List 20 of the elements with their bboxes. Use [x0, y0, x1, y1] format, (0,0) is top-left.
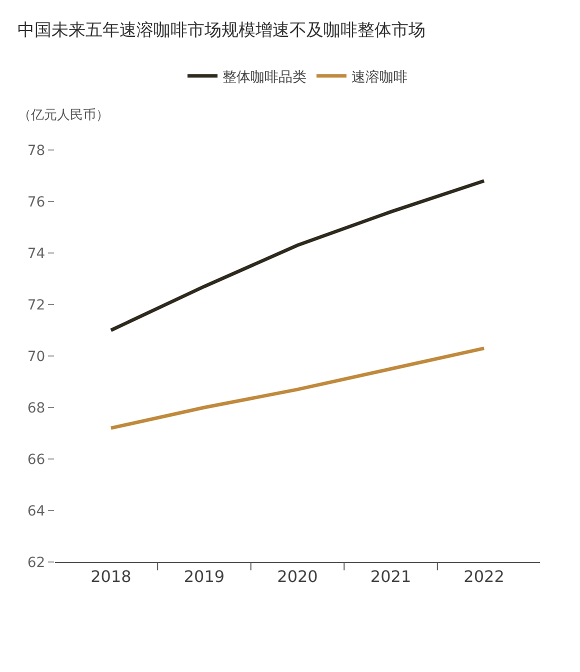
y-tick-label: 66 [27, 452, 46, 468]
chart-title: 中国未来五年速溶咖啡市场规模增速不及咖啡整体市场 [17, 20, 426, 40]
line-series [109, 346, 486, 430]
x-tick-label: 2019 [184, 567, 225, 586]
y-tick-label: 72 [27, 297, 46, 314]
y-tick-label: 62 [27, 554, 46, 571]
legend-label: 速溶咖啡 [352, 69, 408, 86]
y-tick-label: 70 [27, 348, 46, 365]
x-tick-label: 2020 [277, 567, 318, 586]
x-tick-label: 2021 [370, 567, 412, 586]
y-tick-label: 64 [27, 503, 46, 520]
y-axis-title: （亿元人民币） [18, 108, 109, 123]
y-tick-label: 78 [27, 142, 46, 159]
x-tick-label: 2018 [90, 567, 132, 586]
y-tick-label: 74 [27, 246, 46, 262]
line-series [109, 179, 486, 332]
y-tick-label: 68 [27, 400, 46, 416]
y-tick-label: 76 [27, 194, 46, 210]
x-tick-label: 2022 [464, 567, 504, 586]
legend-label: 整体咖啡品类 [222, 69, 306, 86]
